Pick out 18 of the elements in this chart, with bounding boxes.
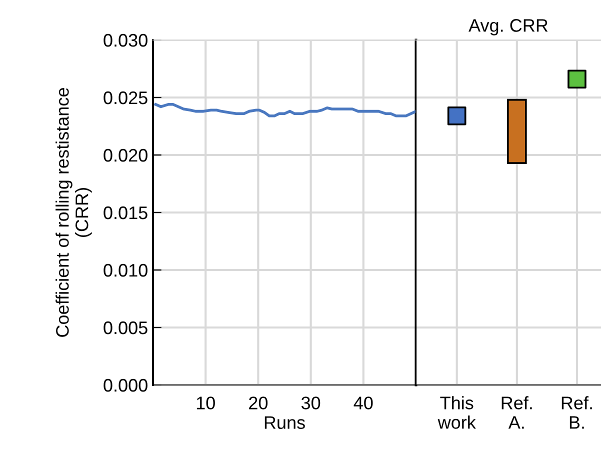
x-axis-title: Runs — [264, 416, 305, 429]
y-tick-label: 0.015 — [104, 206, 148, 220]
x-tick-label: 20 — [249, 396, 268, 410]
x-tick-label: 40 — [354, 396, 373, 410]
x-tick-label: Ref. A. — [502, 396, 532, 429]
y-tick-label: 0.005 — [104, 321, 148, 334]
line-series — [154, 103, 416, 118]
chart-title: Avg. CRR — [468, 19, 548, 36]
x-tick-label: 10 — [196, 396, 215, 410]
y-tick-label: 0.000 — [104, 378, 148, 392]
x-tick-label: Ref. B. — [562, 396, 592, 429]
y-axis-title: Coefficient of rolling restistance (CRR) — [56, 88, 92, 337]
y-tick-label: 0.030 — [104, 34, 148, 47]
x-tick-label: This work — [438, 396, 476, 429]
x-tick-label: 30 — [301, 396, 320, 410]
y-tick-label: 0.020 — [104, 148, 148, 162]
y-tick-label: 0.025 — [104, 91, 148, 104]
y-tick-label: 0.010 — [104, 264, 148, 277]
